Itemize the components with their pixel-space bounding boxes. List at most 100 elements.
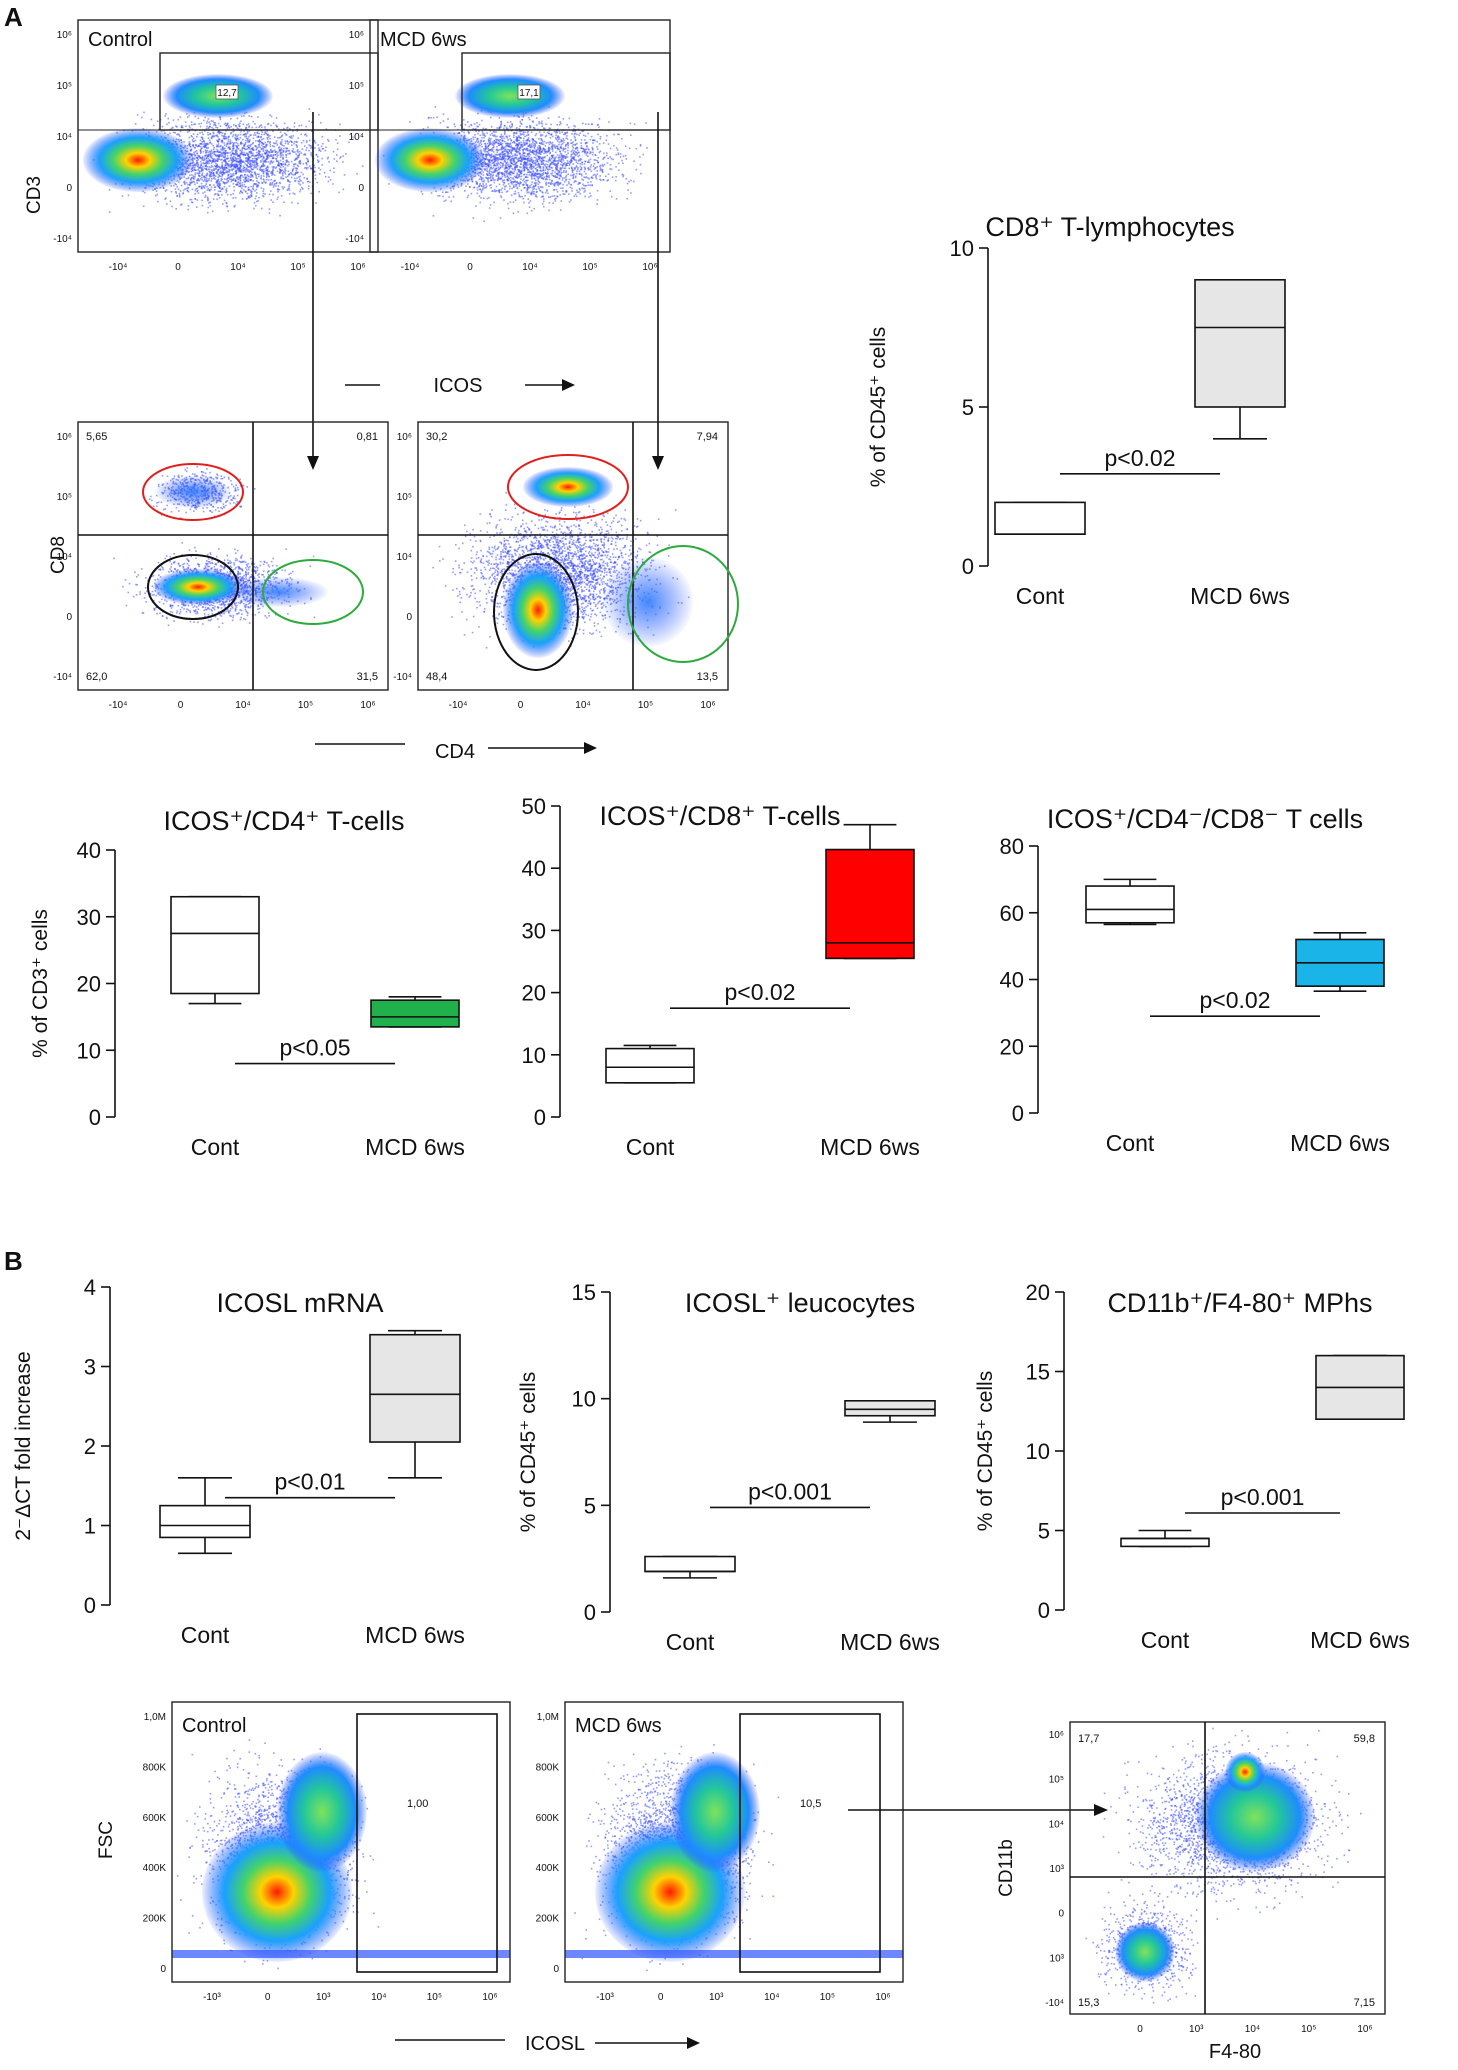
event-dot	[539, 156, 541, 158]
event-dot	[226, 152, 228, 154]
event-dot	[211, 126, 213, 129]
event-dot	[195, 206, 198, 209]
event-dot	[630, 179, 632, 182]
event-dot	[210, 175, 213, 177]
event-dot	[596, 124, 599, 126]
event-dot	[356, 172, 358, 175]
event-dot	[193, 166, 196, 169]
event-dot	[279, 148, 282, 151]
event-dot	[504, 188, 506, 190]
event-dot	[517, 168, 519, 171]
event-dot	[572, 177, 575, 179]
event-dot	[269, 140, 271, 143]
event-dot	[256, 192, 258, 194]
event-dot	[257, 175, 260, 178]
event-dot	[239, 182, 241, 184]
event-dot	[237, 147, 240, 150]
event-dot	[563, 148, 566, 150]
event-dot	[216, 150, 219, 152]
event-dot	[529, 146, 532, 149]
event-dot	[516, 131, 518, 134]
event-dot	[531, 175, 533, 177]
event-dot	[233, 142, 236, 144]
event-dot	[245, 171, 247, 173]
event-dot	[259, 125, 261, 127]
event-dot	[587, 168, 590, 171]
event-dot	[254, 164, 256, 166]
event-dot	[504, 176, 507, 178]
event-dot	[493, 159, 496, 161]
x-tick-label: 0	[175, 262, 181, 273]
event-dot	[526, 161, 529, 164]
event-dot	[206, 211, 209, 214]
event-dot	[241, 160, 244, 163]
event-dot	[177, 188, 180, 191]
event-dot	[607, 157, 609, 160]
event-dot	[483, 220, 485, 223]
event-dot	[227, 177, 229, 179]
event-dot	[528, 170, 531, 173]
event-dot	[541, 177, 543, 179]
event-dot	[290, 173, 293, 175]
event-dot	[483, 180, 485, 183]
event-dot	[247, 137, 249, 140]
event-dot	[192, 166, 195, 169]
event-dot	[509, 127, 512, 129]
event-dot	[530, 193, 533, 195]
event-dot	[538, 138, 540, 140]
event-dot	[219, 183, 222, 185]
event-dot	[570, 139, 572, 141]
event-dot	[321, 157, 323, 160]
event-dot	[203, 191, 206, 193]
event-dot	[436, 116, 438, 119]
event-dot	[497, 175, 500, 177]
event-dot	[254, 134, 257, 136]
event-dot	[518, 127, 521, 130]
event-dot	[253, 166, 255, 169]
event-dot	[508, 156, 511, 159]
event-dot	[275, 160, 278, 162]
event-dot	[468, 125, 470, 128]
event-dot	[242, 176, 244, 178]
event-dot	[242, 153, 244, 156]
event-dot	[246, 140, 249, 143]
event-dot	[237, 127, 240, 130]
event-dot	[534, 156, 537, 159]
event-dot	[496, 135, 498, 138]
event-dot	[542, 173, 545, 176]
event-dot	[553, 189, 556, 191]
event-dot	[539, 190, 542, 192]
event-dot	[554, 167, 557, 169]
event-dot	[313, 139, 316, 142]
event-dot	[493, 131, 496, 133]
event-dot	[588, 196, 590, 198]
event-dot	[299, 150, 301, 153]
event-dot	[187, 177, 189, 180]
event-dot	[227, 147, 229, 149]
event-dot	[482, 171, 485, 173]
event-dot	[537, 128, 539, 130]
event-dot	[278, 150, 281, 152]
event-dot	[246, 132, 249, 134]
event-dot	[516, 181, 518, 183]
event-dot	[266, 155, 268, 158]
event-dot	[236, 153, 239, 155]
event-dot	[250, 170, 252, 173]
event-dot	[510, 181, 512, 183]
event-dot	[477, 140, 480, 143]
event-dot	[596, 199, 599, 201]
event-dot	[516, 177, 519, 179]
event-dot	[625, 178, 628, 180]
event-dot	[205, 176, 207, 179]
event-dot	[260, 176, 263, 179]
event-dot	[580, 168, 583, 171]
event-dot	[519, 130, 522, 133]
event-dot	[529, 154, 531, 156]
event-dot	[523, 180, 526, 183]
event-dot	[180, 125, 183, 127]
event-dot	[227, 140, 230, 143]
event-dot	[259, 166, 262, 168]
event-dot	[235, 152, 237, 154]
event-dot	[488, 174, 491, 177]
event-dot	[217, 122, 220, 125]
